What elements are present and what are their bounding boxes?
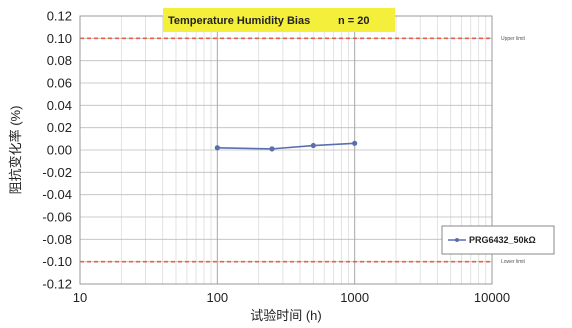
- y-axis-title: 阻抗变化率 (%): [8, 106, 23, 195]
- x-tick-label: 10: [73, 290, 87, 305]
- y-tick-label: -0.12: [42, 277, 72, 292]
- y-tick-label: 0.10: [47, 31, 72, 46]
- chart-title-bg: [163, 8, 395, 32]
- y-tick-label: 0.12: [47, 9, 72, 24]
- x-tick-labels: 10 100 1000 10000: [73, 290, 510, 305]
- y-tick-label: 0.02: [47, 120, 72, 135]
- y-tick-label: -0.02: [42, 165, 72, 180]
- y-tick-label: -0.08: [42, 232, 72, 247]
- y-tick-label: -0.10: [42, 254, 72, 269]
- series-group: [214, 140, 358, 152]
- data-point: [352, 140, 358, 146]
- sample-size-annotation: n = 20: [338, 15, 370, 27]
- data-point: [310, 142, 316, 149]
- y-tick-label: 0.00: [47, 143, 72, 158]
- x-tick-label: 10000: [474, 290, 510, 305]
- series-line: [217, 142, 355, 150]
- chart-title-box: Temperature Humidity Bias n = 20: [163, 8, 395, 32]
- y-tick-labels: 0.12 0.10 0.08 0.06 0.04 0.02 0.00 -0.02 -0.04 -0…: [42, 9, 72, 292]
- legend-swatch-marker: [455, 238, 459, 242]
- data-point: [214, 145, 220, 151]
- y-tick-label: -0.06: [42, 210, 72, 225]
- y-tick-label: 0.08: [47, 53, 72, 68]
- legend-entry-label: PRG6432_50kΩ: [469, 235, 536, 245]
- y-tick-label: 0.06: [47, 76, 72, 91]
- data-point: [269, 146, 275, 152]
- x-tick-label: 100: [206, 290, 228, 305]
- lower-limit-label: Lower limit: [501, 259, 526, 265]
- y-tick-label: -0.04: [42, 187, 72, 202]
- major-grid: [79, 15, 493, 285]
- legend: PRG6432_50kΩ: [441, 225, 555, 255]
- limit-lines: [80, 37, 492, 263]
- chart-title: Temperature Humidity Bias: [168, 15, 310, 27]
- y-tick-label: 0.04: [47, 98, 72, 113]
- x-tick-label: 1000: [340, 290, 369, 305]
- x-axis-title: 试验时间 (h): [250, 308, 322, 323]
- upper-limit-label: Upper limit: [501, 36, 526, 42]
